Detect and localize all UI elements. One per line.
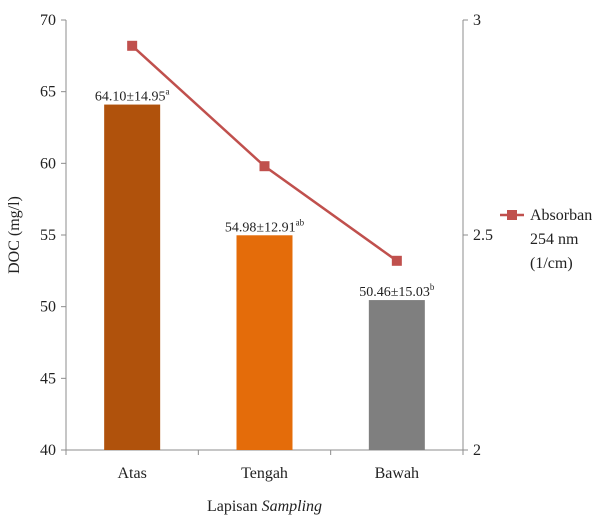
legend-marker-swatch: [507, 210, 517, 220]
y-left-tick-label: 70: [40, 12, 56, 29]
line-marker: [259, 161, 270, 172]
y-left-tick-label: 50: [40, 299, 56, 316]
legend-label-line: Absorban: [530, 207, 592, 224]
y-right-tick-label: 2.5: [473, 227, 493, 244]
bar-data-label: 50.46±15.03b: [359, 282, 435, 300]
y-left-tick-label: 60: [40, 155, 56, 172]
line-marker: [127, 40, 138, 51]
legend-label-line: (1/cm): [530, 255, 573, 272]
x-tick-label: Atas: [118, 465, 147, 482]
bar: [104, 104, 161, 451]
x-axis-label-italic: Sampling: [262, 498, 322, 515]
x-axis-label-text: Lapisan: [207, 498, 262, 515]
x-tick-label: Tengah: [241, 465, 288, 482]
bar-data-label-superscript: ab: [296, 217, 305, 227]
bar-data-label-value: 54.98±12.91: [225, 220, 296, 235]
line-marker: [391, 255, 402, 266]
y-left-tick-label: 40: [40, 442, 56, 459]
bar-data-label-value: 64.10±14.95: [95, 90, 166, 105]
bar-series: [104, 104, 425, 451]
y-right-tick-label: 2: [473, 442, 481, 459]
y-right-tick-label: 3: [473, 12, 481, 29]
legend-label-line: 254 nm: [530, 231, 579, 248]
axes: 40 45 50 55 60 65 70 2 2.5 3 Atas Tengah Bawah DOC (m…: [6, 12, 493, 515]
y-left-tick-label: 45: [40, 370, 56, 387]
line-series: [127, 40, 402, 266]
y-left-tick-label: 55: [40, 227, 56, 244]
x-tick-label: Bawah: [375, 465, 419, 482]
legend: Absorban 254 nm (1/cm): [500, 207, 592, 272]
bar: [368, 300, 425, 450]
bar-data-label-superscript: a: [166, 87, 170, 97]
bar-data-label-superscript: b: [430, 282, 435, 292]
y-axis-label: DOC (mg/l): [6, 196, 23, 274]
bar-data-label: 54.98±12.91ab: [225, 217, 305, 235]
y-left-tick-label: 65: [40, 84, 56, 101]
bar: [236, 235, 293, 450]
bar-data-label: 64.10±14.95a: [95, 87, 170, 105]
bar-data-label-value: 50.46±15.03: [359, 285, 430, 300]
x-axis-label: Lapisan Sampling: [207, 498, 322, 515]
